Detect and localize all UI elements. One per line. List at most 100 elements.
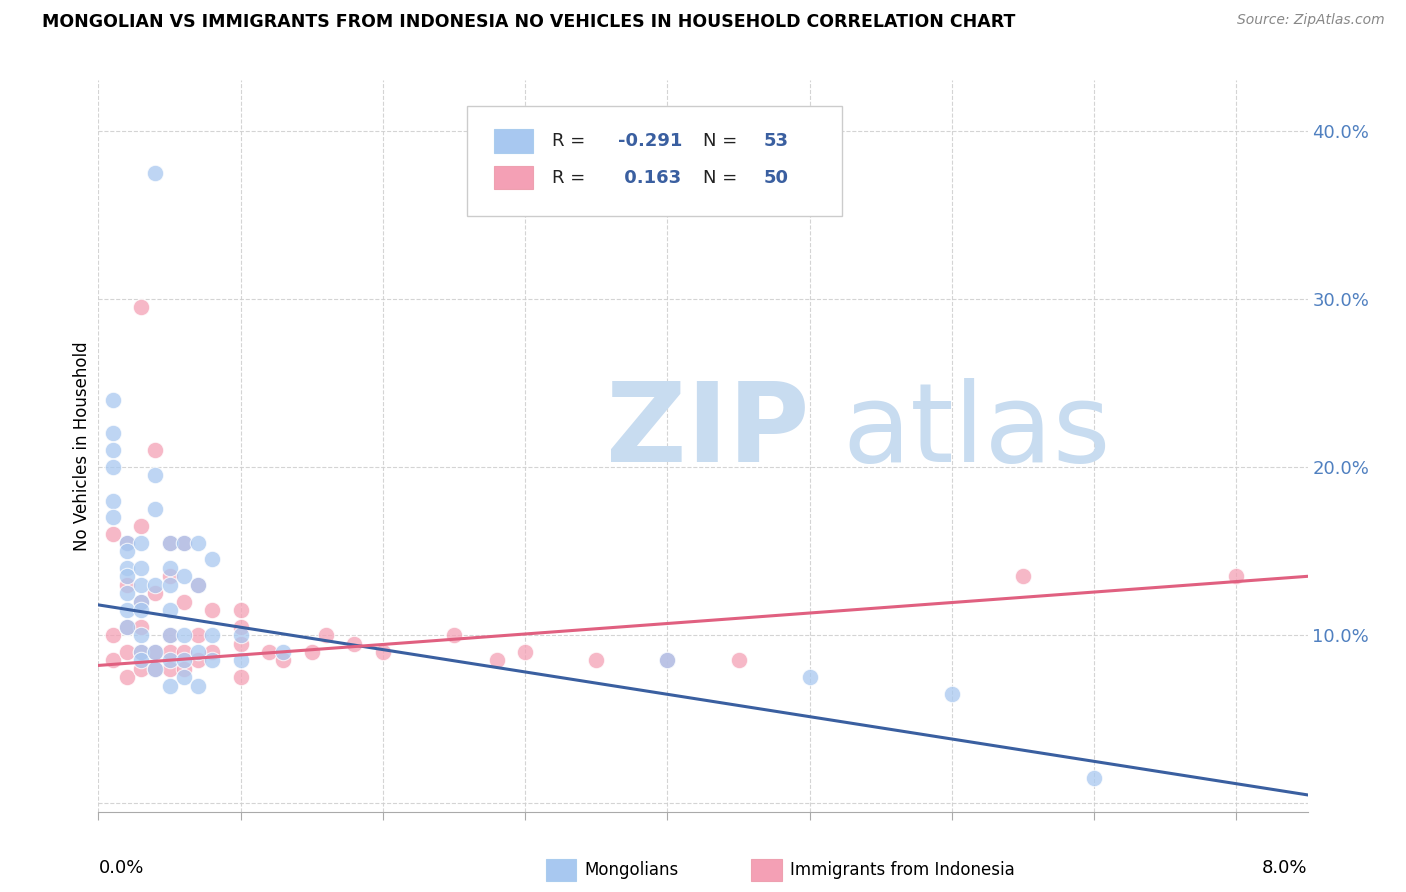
Point — [187, 645, 209, 659]
Point — [143, 645, 166, 659]
Point — [257, 645, 280, 659]
Point — [343, 636, 366, 650]
Point — [101, 510, 124, 524]
Text: N =: N = — [703, 132, 742, 150]
Point — [229, 603, 252, 617]
Point — [129, 578, 152, 592]
Point — [101, 426, 124, 441]
Point — [143, 502, 166, 516]
Point — [229, 670, 252, 684]
Point — [115, 544, 138, 558]
Point — [229, 620, 252, 634]
Point — [727, 653, 749, 667]
Point — [301, 645, 323, 659]
Point — [129, 628, 152, 642]
Point — [115, 578, 138, 592]
Bar — [751, 859, 782, 881]
Text: atlas: atlas — [842, 378, 1111, 485]
Point — [229, 653, 252, 667]
Text: ZIP: ZIP — [606, 378, 810, 485]
Point — [159, 628, 181, 642]
Text: R =: R = — [553, 169, 591, 186]
Point — [515, 645, 537, 659]
Point — [129, 561, 152, 575]
Point — [115, 561, 138, 575]
Point — [115, 645, 138, 659]
Point — [201, 552, 224, 566]
Point — [115, 535, 138, 549]
Point — [173, 594, 195, 608]
Point — [187, 578, 209, 592]
Point — [159, 662, 181, 676]
Point — [201, 628, 224, 642]
Point — [129, 300, 152, 314]
Point — [173, 670, 195, 684]
Point — [585, 653, 607, 667]
Point — [273, 645, 295, 659]
Point — [129, 519, 152, 533]
Point — [159, 628, 181, 642]
Text: N =: N = — [703, 169, 742, 186]
Text: MONGOLIAN VS IMMIGRANTS FROM INDONESIA NO VEHICLES IN HOUSEHOLD CORRELATION CHAR: MONGOLIAN VS IMMIGRANTS FROM INDONESIA N… — [42, 13, 1015, 31]
Point — [143, 578, 166, 592]
Point — [101, 392, 124, 407]
Point — [129, 594, 152, 608]
Point — [115, 620, 138, 634]
Point — [173, 653, 195, 667]
Point — [101, 443, 124, 458]
Point — [1225, 569, 1247, 583]
Point — [799, 670, 821, 684]
Point — [129, 645, 152, 659]
Point — [1012, 569, 1035, 583]
Bar — [546, 859, 576, 881]
Text: 8.0%: 8.0% — [1263, 859, 1308, 877]
Point — [129, 594, 152, 608]
Point — [187, 578, 209, 592]
Point — [143, 662, 166, 676]
Text: Immigrants from Indonesia: Immigrants from Indonesia — [790, 862, 1015, 880]
Point — [143, 645, 166, 659]
Point — [115, 670, 138, 684]
Point — [115, 620, 138, 634]
Point — [101, 460, 124, 475]
Point — [159, 535, 181, 549]
Point — [201, 603, 224, 617]
Point — [159, 603, 181, 617]
Point — [159, 561, 181, 575]
Point — [173, 569, 195, 583]
FancyBboxPatch shape — [467, 106, 842, 216]
Point — [101, 527, 124, 541]
Text: -0.291: -0.291 — [619, 132, 683, 150]
Point — [159, 578, 181, 592]
Point — [941, 687, 963, 701]
Point — [129, 653, 152, 667]
Text: 0.0%: 0.0% — [98, 859, 143, 877]
Point — [229, 628, 252, 642]
Point — [187, 653, 209, 667]
Y-axis label: No Vehicles in Household: No Vehicles in Household — [73, 341, 91, 551]
Point — [1083, 771, 1105, 785]
Point — [371, 645, 394, 659]
Text: Source: ZipAtlas.com: Source: ZipAtlas.com — [1237, 13, 1385, 28]
Point — [115, 535, 138, 549]
Point — [159, 653, 181, 667]
Point — [187, 628, 209, 642]
Point — [173, 662, 195, 676]
Text: 50: 50 — [763, 169, 789, 186]
Text: R =: R = — [553, 132, 591, 150]
Text: 0.163: 0.163 — [619, 169, 682, 186]
Point — [101, 493, 124, 508]
Point — [173, 535, 195, 549]
Text: Mongolians: Mongolians — [585, 862, 679, 880]
Point — [143, 662, 166, 676]
Point — [173, 628, 195, 642]
Point — [143, 586, 166, 600]
Point — [201, 653, 224, 667]
Point — [129, 535, 152, 549]
Point — [115, 569, 138, 583]
Point — [443, 628, 465, 642]
Bar — [494, 166, 533, 189]
Text: 53: 53 — [763, 132, 789, 150]
Point — [101, 628, 124, 642]
Point — [657, 653, 679, 667]
